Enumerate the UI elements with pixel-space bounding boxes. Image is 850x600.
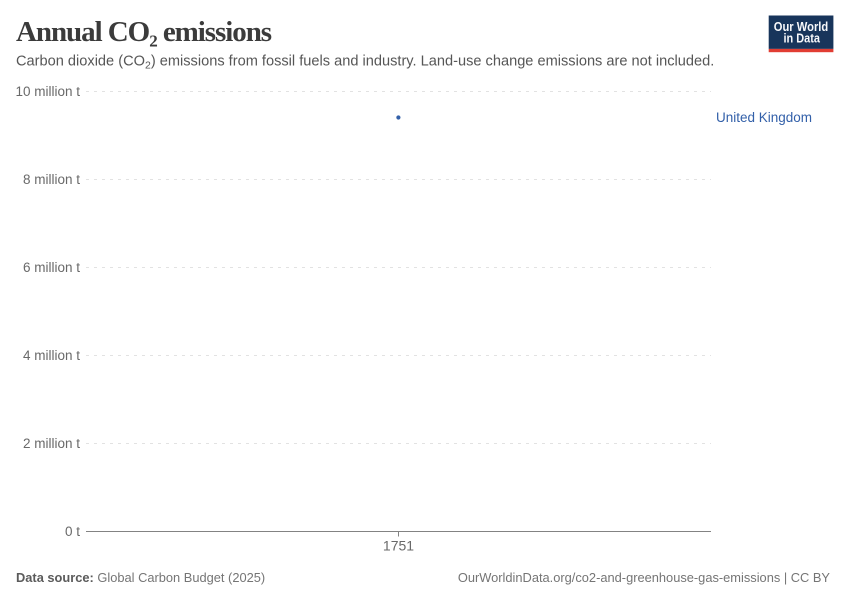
svg-text:Carbon dioxide (CO2) emissions: Carbon dioxide (CO2) emissions from foss… [16,54,714,72]
svg-text:1751: 1751 [383,538,414,554]
svg-text:Our World: Our World [774,19,829,34]
svg-text:Data source: Global Carbon Bud: Data source: Global Carbon Budget (2025) [16,570,265,585]
svg-text:OurWorldinData.org/co2-and-gre: OurWorldinData.org/co2-and-greenhouse-ga… [458,570,831,585]
svg-text:Annual CO2 emissions: Annual CO2 emissions [16,16,272,51]
svg-text:United Kingdom: United Kingdom [716,110,812,125]
svg-text:10 million t: 10 million t [15,84,80,99]
svg-text:4 million t: 4 million t [23,348,80,363]
svg-text:8 million t: 8 million t [23,172,80,187]
svg-text:in Data: in Data [783,31,820,46]
svg-text:2 million t: 2 million t [23,436,80,451]
svg-text:0 t: 0 t [65,524,80,539]
svg-text:6 million t: 6 million t [23,260,80,275]
